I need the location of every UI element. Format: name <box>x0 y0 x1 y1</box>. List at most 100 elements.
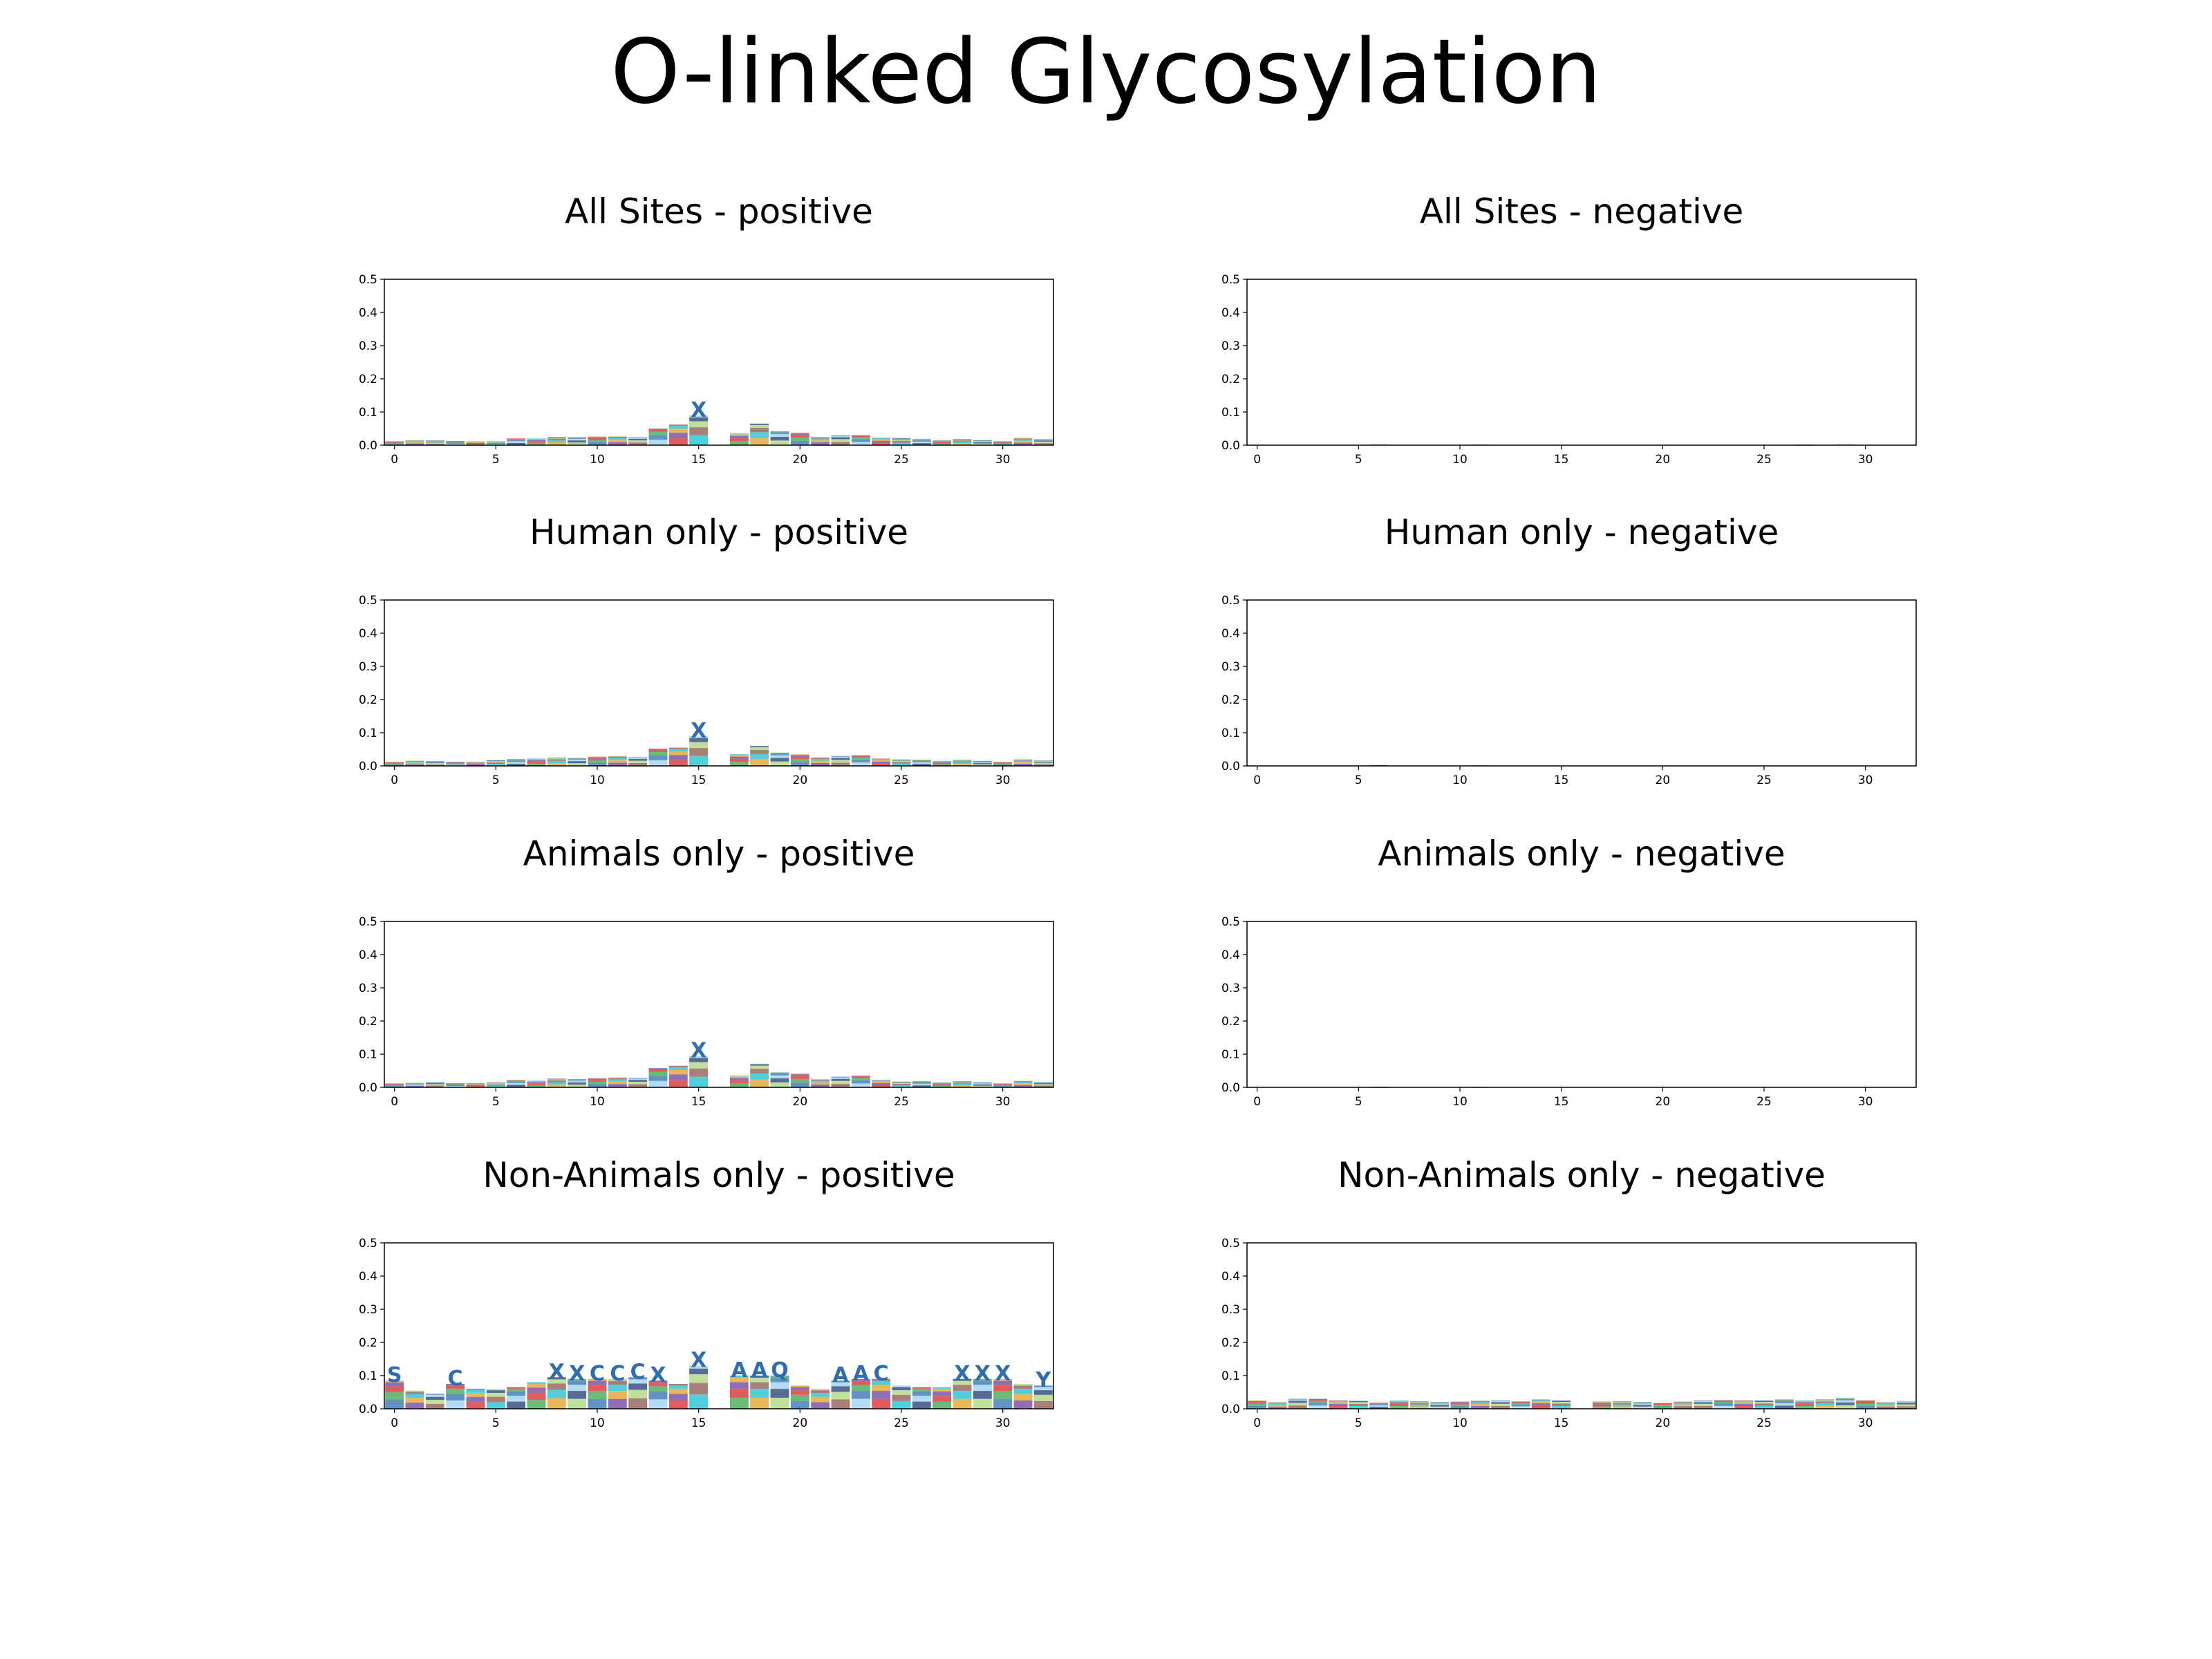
logo-segment <box>1674 1403 1693 1405</box>
logo-segment <box>588 442 607 445</box>
logo-segment <box>1511 1404 1530 1407</box>
logo-segment <box>932 440 952 441</box>
logo-segment <box>405 442 424 444</box>
logo-segment <box>385 1386 404 1392</box>
logo-segment <box>527 1392 546 1400</box>
logo-segment <box>689 1374 709 1383</box>
logo-segment <box>527 440 546 442</box>
logo-segment <box>729 435 749 438</box>
logo-segment <box>1033 1084 1053 1086</box>
logo-segment <box>1835 1398 1855 1399</box>
x-tick-label: 10 <box>590 1416 605 1430</box>
x-tick-label: 25 <box>894 774 909 787</box>
logo-segment <box>811 1392 830 1397</box>
logo-segment <box>1531 1400 1550 1402</box>
logo-segment <box>628 442 648 445</box>
logo-segment <box>932 440 952 442</box>
logo-segment <box>1674 1402 1693 1403</box>
logo-segment <box>912 764 931 766</box>
logo-segment <box>831 1076 850 1078</box>
logo-segment <box>1033 441 1053 444</box>
logo-segment <box>932 443 952 445</box>
logo-segment <box>892 1394 911 1401</box>
logo-segment <box>953 440 972 442</box>
logo-segment <box>1774 1403 1794 1406</box>
logo-segment <box>892 440 911 443</box>
logo-segment <box>851 1076 870 1078</box>
logo-segment <box>1470 1400 1490 1403</box>
logo-segment <box>1491 1400 1510 1401</box>
logo-segment <box>729 1080 749 1084</box>
logo-segment <box>628 1379 648 1384</box>
logo-segment <box>608 1081 627 1085</box>
logo-segment <box>1835 1400 1855 1403</box>
logo-segment <box>831 1080 850 1084</box>
logo-segment <box>486 761 505 762</box>
logo-plot: 0.0 0.1 0.2 0.3 0.4 0.5 0 5 10 15 20 25 30 <box>1221 915 1917 1109</box>
logo-segment <box>790 1082 809 1087</box>
axes-frame <box>384 1242 1054 1409</box>
y-tick-label: 0.4 <box>1221 306 1240 320</box>
logo-segment <box>547 1078 566 1080</box>
logo-segment <box>912 1401 931 1409</box>
logo-segment <box>1491 1406 1510 1409</box>
logo-segment <box>811 1082 830 1085</box>
logo-segment <box>1013 1083 1033 1085</box>
logo-segment <box>1511 1402 1530 1403</box>
logo-segment <box>588 758 607 760</box>
logo-segment <box>588 438 607 440</box>
logo-segment <box>628 440 648 443</box>
logo-segment <box>486 1392 505 1397</box>
logo-segment <box>851 437 870 440</box>
logo-segment <box>1774 1405 1794 1409</box>
logo-segment <box>1369 1403 1389 1405</box>
y-tick-label: 0.5 <box>1221 1237 1240 1250</box>
logo-segment <box>1430 1402 1450 1403</box>
logo-segment <box>486 1396 505 1403</box>
logo-segment <box>405 1403 424 1409</box>
logo-segment <box>953 1398 972 1409</box>
logo-segment <box>1876 1406 1895 1409</box>
logo-segment <box>628 437 648 438</box>
logo-segment <box>466 763 485 765</box>
logo-top-letter: A <box>832 1363 849 1387</box>
logo-segment <box>1531 1405 1550 1409</box>
logo-segment <box>425 1403 444 1409</box>
logo-segment <box>770 433 789 437</box>
logo-segment <box>385 442 404 444</box>
logo-segment <box>811 1085 830 1087</box>
logo-segment <box>588 437 607 439</box>
logo-segment <box>912 762 931 765</box>
logo-segment <box>1896 1401 1915 1403</box>
logo-segment <box>507 1388 526 1392</box>
logo-segment <box>932 1388 952 1392</box>
logo-segment <box>1013 1394 1033 1400</box>
y-tick-label: 0.4 <box>359 948 377 962</box>
logo-segment <box>689 1056 709 1058</box>
logo-segment <box>1013 1080 1033 1082</box>
logo-segment <box>729 1389 749 1398</box>
x-tick-label: 5 <box>492 774 500 787</box>
logo-segment <box>446 763 465 765</box>
logo-segment <box>729 438 749 442</box>
logo-segment <box>1531 1403 1550 1406</box>
x-tick-label: 0 <box>391 1416 398 1430</box>
logo-segment <box>547 1079 566 1081</box>
axes-frame <box>1246 279 1917 446</box>
logo-segment <box>1329 1406 1348 1409</box>
logo-segment <box>1491 1402 1510 1404</box>
logo-segment <box>689 435 709 445</box>
logo-segment <box>689 1368 709 1375</box>
x-tick-label: 15 <box>1554 1095 1569 1109</box>
logo-segment <box>1013 438 1033 440</box>
x-tick-label: 30 <box>995 1095 1011 1109</box>
logo-segment <box>689 1365 709 1369</box>
logo-segment <box>1633 1402 1652 1403</box>
logo-segment <box>932 1082 952 1084</box>
logo-segment <box>1033 760 1053 762</box>
logo-segment <box>1013 440 1033 443</box>
x-tick-label: 0 <box>1253 1095 1261 1109</box>
logo-segment <box>790 758 809 762</box>
logo-segment <box>466 1392 485 1397</box>
logo-segment <box>993 444 1013 445</box>
